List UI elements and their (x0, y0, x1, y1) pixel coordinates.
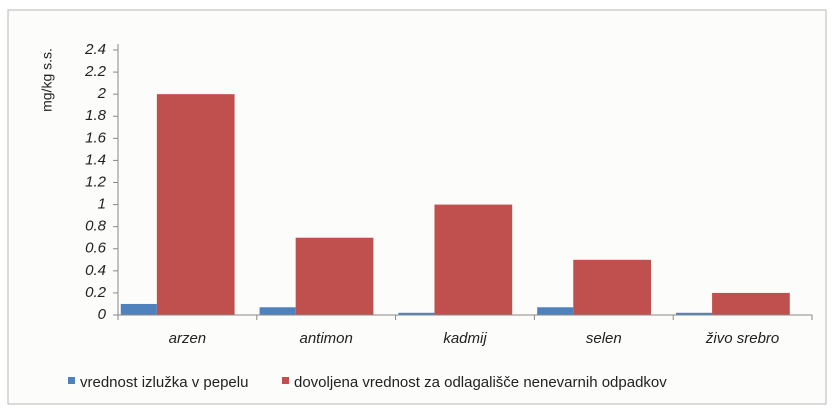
legend-label: vrednost izlužka v pepelu (80, 374, 248, 391)
y-tick-label: 0.4 (85, 262, 106, 279)
x-tick-label: živo srebro (705, 330, 779, 347)
legend-swatch (282, 377, 289, 384)
bar (675, 312, 713, 315)
y-tick-label: 1.8 (85, 107, 107, 124)
bar (295, 237, 374, 315)
bar (259, 307, 296, 315)
y-tick-label: 2 (97, 85, 107, 102)
y-tick-label: 1 (98, 196, 106, 213)
y-tick-label: 1.4 (85, 151, 106, 168)
legend-label: dovoljena vrednost za odlagališče neneva… (294, 374, 667, 391)
y-tick-label: 2.4 (84, 41, 106, 58)
bar (537, 307, 574, 315)
y-tick-label: 1.6 (85, 129, 107, 146)
bar (156, 94, 235, 316)
bar (573, 259, 651, 315)
bar (120, 303, 157, 315)
legend-swatch (68, 377, 75, 384)
bar (712, 292, 790, 315)
y-tick-label: 0.6 (85, 240, 107, 257)
y-axis-label: mg/kg s.s. (39, 48, 55, 112)
bar (434, 204, 513, 315)
y-tick-label: 2.2 (84, 63, 107, 80)
x-tick-label: arzen (169, 330, 207, 347)
y-tick-label: 0.2 (85, 284, 107, 301)
x-tick-label: kadmij (443, 330, 487, 347)
y-tick-label: 1.2 (85, 173, 107, 190)
y-tick-label: 0 (98, 306, 107, 323)
y-tick-label: 0.8 (85, 218, 107, 235)
x-tick-label: selen (586, 330, 622, 347)
x-tick-label: antimon (300, 330, 353, 347)
chart-frame (7, 9, 827, 405)
bar (398, 312, 435, 315)
